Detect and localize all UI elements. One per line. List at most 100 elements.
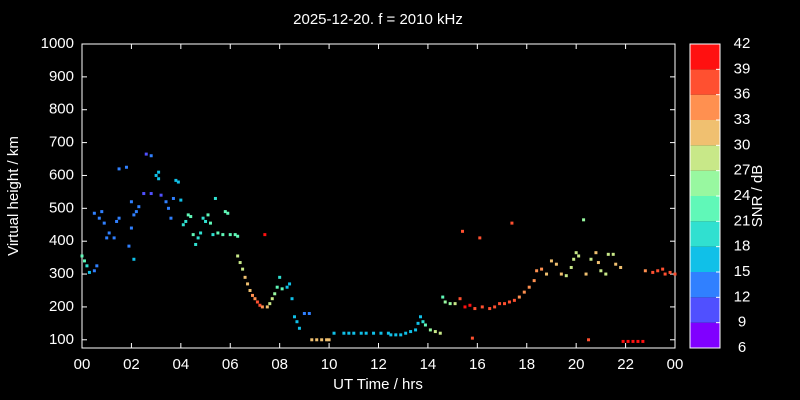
data-point — [265, 305, 269, 309]
y-tick-label: 500 — [49, 199, 74, 216]
data-point — [611, 252, 615, 256]
data-point — [184, 219, 188, 223]
data-point — [174, 178, 178, 182]
data-point — [631, 339, 635, 343]
colorbar-tick-label: 21 — [734, 212, 751, 229]
data-point — [132, 213, 136, 217]
x-tick-label: 22 — [617, 356, 634, 373]
y-tick-label: 600 — [49, 166, 74, 183]
data-point — [416, 321, 420, 325]
data-point — [127, 244, 131, 248]
data-point — [448, 302, 452, 306]
colorbar-band — [690, 145, 720, 171]
data-point — [194, 242, 198, 246]
data-point — [604, 272, 608, 276]
colorbar-tick-label: 15 — [734, 263, 751, 280]
data-point — [129, 200, 133, 204]
data-point — [626, 339, 630, 343]
data-point — [186, 213, 190, 217]
data-point — [409, 330, 413, 334]
data-point — [288, 282, 292, 286]
colorbar-band — [690, 196, 720, 222]
data-point — [394, 333, 398, 337]
colorbar-tick-label: 42 — [734, 35, 751, 52]
data-point — [201, 216, 205, 220]
colorbar-band — [690, 246, 720, 272]
data-point — [488, 307, 492, 311]
data-point — [532, 279, 536, 283]
data-point — [95, 264, 99, 268]
data-point — [325, 338, 329, 342]
data-point — [248, 288, 252, 292]
y-tick-label: 1000 — [41, 35, 74, 52]
data-point — [473, 307, 477, 311]
colorbar-band — [690, 120, 720, 146]
x-tick-label: 14 — [420, 356, 437, 373]
data-point — [154, 173, 158, 177]
data-point — [636, 339, 640, 343]
colorbar-band — [690, 44, 720, 70]
data-point — [421, 320, 425, 324]
data-point — [468, 303, 472, 307]
y-tick-label: 300 — [49, 265, 74, 282]
data-point — [493, 305, 497, 309]
y-tick-label: 400 — [49, 232, 74, 249]
data-point — [347, 331, 351, 335]
colorbar-band — [690, 69, 720, 95]
data-point — [278, 275, 282, 279]
data-point — [399, 333, 403, 337]
data-point — [510, 221, 514, 225]
data-point — [92, 211, 96, 215]
data-point — [359, 331, 363, 335]
data-point — [132, 257, 136, 261]
data-point — [285, 285, 289, 289]
data-point — [569, 265, 573, 269]
x-tick-label: 00 — [74, 356, 91, 373]
data-point — [176, 180, 180, 184]
data-point — [181, 223, 185, 227]
data-point — [572, 257, 576, 261]
colorbar-tick-label: 12 — [734, 288, 751, 305]
data-point — [117, 216, 121, 220]
data-point — [149, 192, 153, 196]
colorbar-tick-label: 9 — [738, 314, 746, 331]
data-point — [414, 328, 418, 332]
data-point — [589, 257, 593, 261]
data-point — [478, 236, 482, 240]
data-point — [594, 251, 598, 255]
data-point — [614, 262, 618, 266]
x-tick-label: 06 — [222, 356, 239, 373]
data-point — [216, 231, 220, 235]
data-point — [428, 328, 432, 332]
data-point — [372, 331, 376, 335]
data-point — [166, 206, 170, 210]
data-point — [404, 331, 408, 335]
colorbar-band — [690, 170, 720, 196]
colorbar-band — [690, 94, 720, 120]
x-tick-label: 04 — [172, 356, 189, 373]
data-point — [307, 311, 311, 315]
data-point — [527, 285, 531, 289]
data-point — [97, 216, 101, 220]
data-point — [226, 211, 230, 215]
data-point — [564, 274, 568, 278]
data-point — [320, 338, 324, 342]
data-point — [290, 297, 294, 301]
data-point — [270, 297, 274, 301]
data-point — [443, 300, 447, 304]
data-point — [364, 331, 368, 335]
x-tick-label: 16 — [469, 356, 486, 373]
data-point — [82, 259, 86, 263]
data-point — [498, 302, 502, 306]
colorbar-band — [690, 297, 720, 323]
chart-title: 2025-12-20. f = 2010 kHz — [293, 11, 463, 28]
data-point — [169, 216, 173, 220]
data-point — [115, 219, 119, 223]
data-point — [419, 315, 423, 319]
data-point — [621, 339, 625, 343]
data-point — [137, 205, 141, 209]
x-tick-label: 02 — [123, 356, 140, 373]
data-point — [191, 233, 195, 237]
data-point — [149, 154, 153, 158]
data-point — [582, 218, 586, 222]
